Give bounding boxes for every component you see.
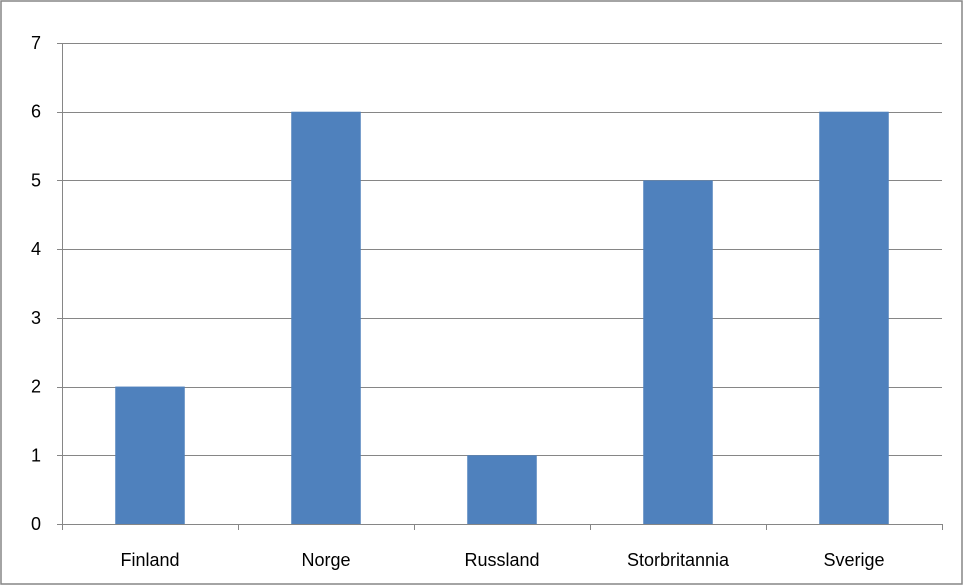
- axes: [57, 43, 943, 530]
- y-tick-label: 5: [31, 170, 41, 190]
- x-tick-label: Finland: [120, 550, 179, 570]
- x-tick-label: Storbritannia: [627, 550, 730, 570]
- bar-norge: [291, 111, 361, 524]
- x-tick-label: Russland: [464, 550, 539, 570]
- bar-russland: [467, 455, 537, 524]
- bar-storbritannia: [643, 180, 713, 524]
- y-tick-label: 3: [31, 308, 41, 328]
- y-tick-label: 2: [31, 377, 41, 397]
- bar-sverige: [819, 111, 889, 524]
- gridlines: [62, 43, 942, 456]
- bars: [115, 111, 889, 524]
- x-tick-labels: Finland Norge Russland Storbritannia Sverige: [120, 550, 884, 570]
- bar-finland: [115, 386, 185, 524]
- x-tick-label: Norge: [301, 550, 350, 570]
- y-tick-label: 6: [31, 102, 41, 122]
- y-tick-labels: 0 1 2 3 4 5 6 7: [31, 33, 41, 534]
- y-tick-label: 7: [31, 33, 41, 53]
- y-tick-label: 0: [31, 514, 41, 534]
- y-tick-label: 4: [31, 239, 41, 259]
- y-tick-label: 1: [31, 445, 41, 465]
- x-tick-label: Sverige: [823, 550, 884, 570]
